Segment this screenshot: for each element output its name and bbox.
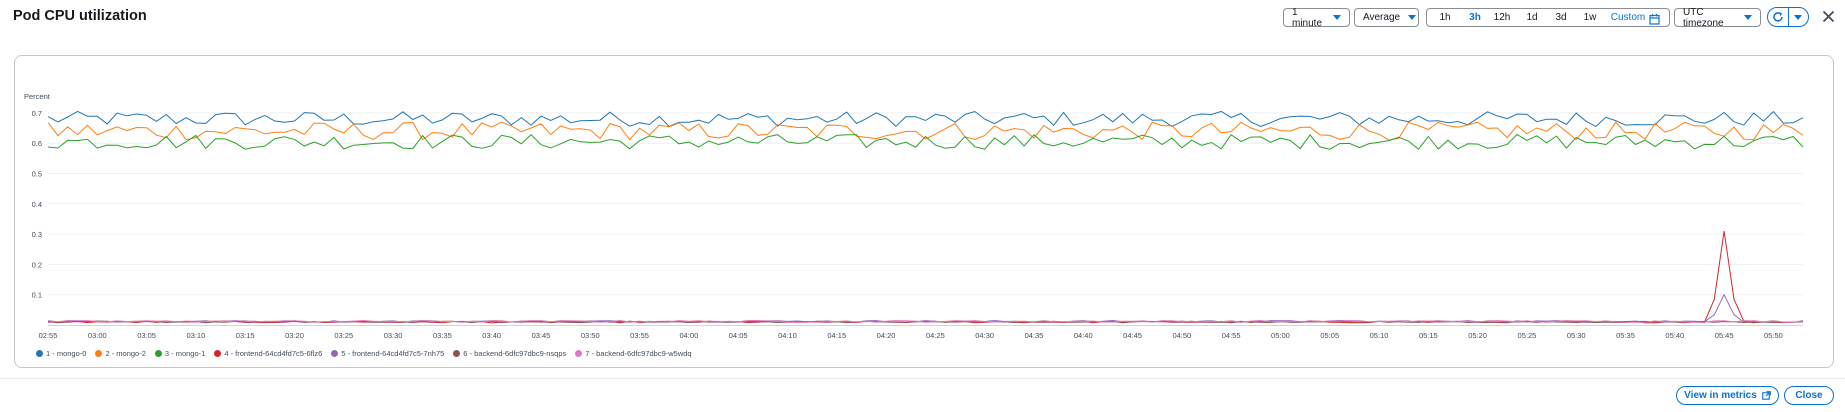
legend-item[interactable]: 5 - frontend-64cd4fd7c5-7nh75 — [331, 349, 444, 358]
close-icon[interactable] — [1819, 7, 1837, 25]
external-link-icon — [1762, 391, 1771, 400]
range-3h[interactable]: 3h — [1469, 12, 1481, 23]
calendar-icon[interactable] — [1649, 12, 1660, 30]
legend-item[interactable]: 7 - backend-6dfc97dbc9-w5wdq — [575, 349, 692, 358]
statistic-value: Average — [1363, 12, 1401, 23]
legend-label: 4 - frontend-64cd4fd7c5-6flz6 — [224, 349, 323, 358]
divider — [1787, 8, 1789, 26]
timezone-value: UTC timezone — [1683, 6, 1724, 29]
range-1w[interactable]: 1w — [1583, 12, 1597, 23]
refresh-options-caret-icon[interactable] — [1789, 8, 1809, 26]
legend-swatch — [453, 350, 461, 357]
legend-label: 7 - backend-6dfc97dbc9-w5wdq — [585, 349, 692, 358]
legend-label: 5 - frontend-64cd4fd7c5-7nh75 — [341, 349, 445, 358]
legend-label: 1 - mongo-0 — [46, 349, 87, 358]
range-1d[interactable]: 1d — [1526, 12, 1538, 23]
legend-swatch — [214, 350, 222, 357]
page-title: Pod CPU utilization — [13, 8, 147, 24]
range-12h[interactable]: 12h — [1493, 12, 1511, 23]
range-3d[interactable]: 3d — [1555, 12, 1567, 23]
refresh-icon[interactable] — [1768, 8, 1788, 26]
legend-swatch — [331, 350, 339, 357]
range-1h[interactable]: 1h — [1439, 12, 1451, 23]
legend-item[interactable]: 4 - frontend-64cd4fd7c5-6flz6 — [214, 349, 322, 358]
statistic-select[interactable]: Average — [1354, 8, 1419, 27]
view-in-metrics-label: View in metrics — [1684, 390, 1757, 401]
legend-label: 2 - mongo-2 — [105, 349, 146, 358]
legend-item[interactable]: 3 - mongo-1 — [154, 349, 206, 358]
caret-down-icon — [1408, 15, 1417, 20]
period-select[interactable]: 1 minute — [1283, 6, 1350, 29]
legend-swatch — [575, 350, 583, 357]
legend-swatch — [154, 350, 162, 357]
legend-label: 3 - mongo-1 — [164, 349, 206, 358]
refresh-button-group — [1767, 7, 1809, 27]
legend-item[interactable]: 6 - backend-6dfc97dbc9-nsqps — [453, 349, 566, 358]
view-in-metrics-button[interactable]: View in metrics — [1676, 386, 1779, 405]
chart-container — [14, 55, 1834, 368]
legend-item[interactable]: 2 - mongo-2 — [95, 349, 146, 358]
legend-swatch — [36, 350, 43, 357]
caret-down-icon — [1744, 15, 1752, 20]
footer-divider — [0, 378, 1845, 379]
chart-legend: 1 - mongo-0 2 - mongo-2 3 - mongo-1 4 - fro… — [36, 349, 701, 358]
timezone-select[interactable]: UTC timezone — [1674, 6, 1761, 29]
caret-down-icon — [1333, 15, 1341, 20]
caret-down-icon — [1794, 14, 1803, 20]
close-button[interactable]: Close — [1784, 386, 1834, 405]
range-custom[interactable]: Custom — [1610, 12, 1646, 23]
legend-swatch — [95, 350, 103, 357]
legend-label: 6 - backend-6dfc97dbc9-nsqps — [463, 349, 567, 358]
period-value: 1 minute — [1292, 6, 1323, 29]
legend-item[interactable]: 1 - mongo-0 — [36, 349, 86, 358]
time-range-selector: 1h 3h 12h 1d 3d 1w Custom — [1426, 8, 1670, 27]
